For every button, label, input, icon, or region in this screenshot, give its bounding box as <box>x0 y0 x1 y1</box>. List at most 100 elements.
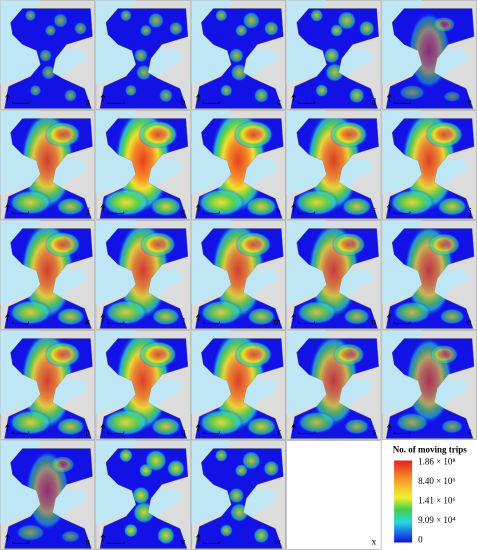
north-arrow <box>291 203 296 212</box>
hotspot <box>60 530 81 543</box>
legend: No. of moving trips 1.86 × 10⁸ 8.40 × 10⁶ 1… <box>393 445 467 545</box>
hotspot <box>147 12 164 29</box>
hotspot <box>297 411 336 434</box>
hotspot <box>296 300 338 325</box>
scale-bar <box>298 101 316 104</box>
heat-layer <box>24 9 87 102</box>
hotspot <box>329 121 368 148</box>
map-panel: j <box>381 110 477 220</box>
scale-bar <box>202 101 220 104</box>
hotspot <box>53 13 68 28</box>
hotspot <box>428 233 461 256</box>
hotspot <box>156 526 175 545</box>
north-arrow <box>196 93 201 102</box>
hotspot <box>56 417 85 436</box>
hotspot <box>229 503 249 522</box>
hotspot <box>235 231 272 258</box>
map-panel: l <box>95 220 191 330</box>
map-panel: b <box>95 0 191 110</box>
legend-label: 8.40 × 10⁶ <box>418 476 455 486</box>
hotspot <box>235 24 248 37</box>
hotspot <box>228 48 244 63</box>
map-panel: p <box>0 330 96 440</box>
hotspot <box>443 91 461 102</box>
panel-label: c <box>277 97 281 107</box>
hotspot <box>253 88 269 103</box>
panel-label: p <box>85 427 90 437</box>
hotspot <box>332 343 365 366</box>
north-arrow <box>291 423 296 432</box>
panel-label: o <box>467 317 472 327</box>
scale-bar <box>107 431 125 434</box>
hotspot <box>101 188 150 217</box>
map-panel: f <box>0 110 96 220</box>
map-panel: o <box>381 220 477 330</box>
hotspot <box>220 84 233 97</box>
north-arrow <box>5 93 10 102</box>
north-arrow <box>386 423 392 432</box>
panel-label: w <box>274 537 281 547</box>
hotspot <box>168 21 183 36</box>
map-panel: q <box>95 330 191 440</box>
north-arrow <box>100 313 106 322</box>
north-arrow <box>5 533 10 542</box>
hotspot <box>56 197 85 216</box>
map-panel: k <box>0 220 96 330</box>
legend-label: 1.41 × 10⁶ <box>418 496 455 506</box>
heat-layer <box>119 9 183 103</box>
map-panel: r <box>191 330 287 440</box>
hotspot <box>56 307 85 326</box>
scale-bar <box>393 431 411 434</box>
map-panel: n <box>286 220 382 330</box>
hotspot <box>139 24 152 37</box>
scale-bar <box>202 321 220 324</box>
north-arrow <box>5 313 10 322</box>
legend-label: 0 <box>418 535 423 545</box>
map-panel: e <box>381 0 477 110</box>
hotspot <box>118 448 133 463</box>
hotspot <box>138 341 177 368</box>
hotspot <box>29 84 42 97</box>
panel-label: e <box>468 97 472 107</box>
hotspot <box>246 307 276 326</box>
hotspot <box>440 419 464 434</box>
north-arrow <box>386 203 392 212</box>
map-panel: c <box>191 0 287 110</box>
scale-bar <box>107 321 125 324</box>
map-panel: t <box>381 330 477 440</box>
hotspot <box>315 84 329 97</box>
hotspot <box>234 341 273 368</box>
hotspot <box>44 121 81 148</box>
north-arrow <box>100 203 106 212</box>
heat-layer <box>215 9 279 103</box>
north-arrow <box>5 423 10 432</box>
hotspot <box>44 231 81 258</box>
legend-label: 1.86 × 10⁸ <box>418 457 455 467</box>
panel-label: s <box>373 427 377 437</box>
heat-layer <box>118 448 185 545</box>
scale-bar <box>202 541 220 544</box>
hotspot <box>198 409 245 436</box>
hotspot <box>241 451 261 470</box>
hotspot <box>214 449 228 462</box>
hotspot <box>24 9 37 22</box>
scale-bar <box>107 101 125 104</box>
panel-label: d <box>372 97 377 107</box>
scale-bar <box>107 211 125 214</box>
hotspot <box>323 47 340 64</box>
hotspot <box>234 464 248 477</box>
map-panel: m <box>191 220 287 330</box>
north-arrow <box>100 423 106 432</box>
hotspot <box>293 189 340 216</box>
panel-label: x <box>372 537 377 547</box>
hotspot <box>310 9 324 22</box>
panel-frame <box>286 440 382 550</box>
north-arrow <box>196 533 201 542</box>
panel-label: v <box>181 537 186 547</box>
hotspot <box>233 120 274 149</box>
panel-label: t <box>469 427 472 437</box>
scale-bar <box>107 541 125 544</box>
scale-bar <box>202 211 220 214</box>
hotspot <box>263 21 279 36</box>
panel-label: b <box>181 97 186 107</box>
